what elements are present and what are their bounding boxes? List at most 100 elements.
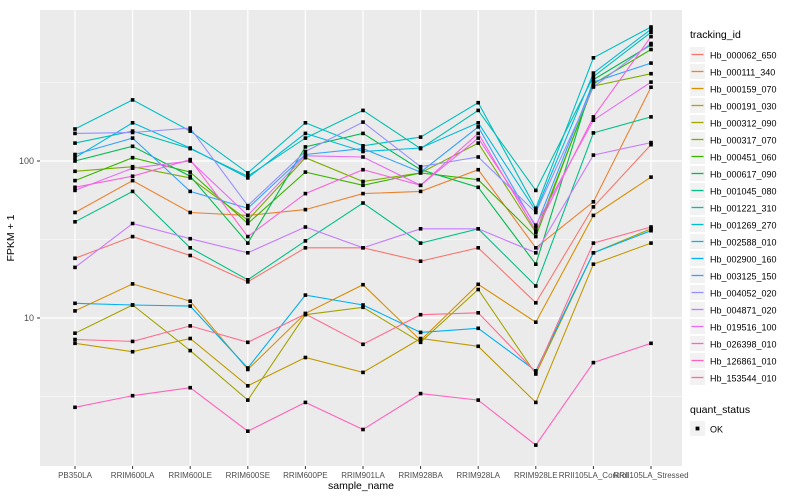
data-point	[361, 167, 365, 172]
data-point	[246, 280, 250, 284]
data-point	[591, 251, 596, 255]
data-point	[649, 228, 653, 233]
data-point	[534, 262, 538, 266]
legend-label: Hb_000062_650	[710, 51, 777, 61]
data-point	[303, 207, 308, 212]
data-point	[476, 344, 480, 349]
data-point	[418, 146, 423, 150]
legend-entry: Hb_004871_020	[690, 302, 777, 317]
data-point	[73, 155, 77, 160]
y-tick-label: 10	[24, 313, 34, 323]
data-point	[476, 131, 480, 136]
y-tick-label: 100	[19, 156, 34, 166]
data-point	[534, 206, 538, 211]
data-point	[534, 400, 538, 405]
legend-label: Hb_026398_010	[710, 340, 777, 350]
data-point	[476, 282, 480, 287]
data-point	[188, 170, 192, 174]
data-point	[246, 203, 250, 208]
data-point	[591, 205, 596, 209]
data-point	[246, 384, 250, 388]
data-point	[361, 342, 365, 347]
legend-label: Hb_000191_030	[710, 102, 777, 112]
data-point	[246, 171, 250, 175]
legend-entry: Hb_003125_150	[690, 268, 777, 283]
legend-label: Hb_019516_100	[710, 323, 777, 333]
data-point	[130, 282, 135, 286]
data-point	[418, 227, 423, 231]
data-point	[361, 146, 365, 151]
legend-title-quant-status: quant_status	[690, 404, 750, 416]
data-point	[534, 284, 538, 288]
data-point	[188, 385, 192, 390]
data-point	[130, 166, 135, 170]
data-point	[476, 177, 480, 182]
data-point	[476, 246, 480, 250]
data-point	[418, 338, 423, 343]
legend-entry: Hb_000312_090	[690, 115, 777, 130]
data-point	[130, 393, 135, 398]
data-point	[303, 155, 308, 160]
data-point	[303, 145, 308, 149]
data-point	[73, 341, 77, 346]
data-point	[649, 142, 653, 147]
legend-entry: Hb_002900_160	[690, 251, 777, 266]
data-point	[73, 337, 77, 342]
data-point	[649, 47, 653, 52]
legend-label: Hb_003125_150	[710, 272, 777, 282]
data-point	[246, 206, 250, 211]
legend-entry: Hb_126861_010	[690, 353, 777, 368]
data-point	[130, 98, 135, 102]
data-point	[303, 131, 308, 136]
data-point	[73, 152, 77, 157]
data-point	[361, 144, 365, 148]
data-point	[476, 100, 480, 105]
data-point	[649, 175, 653, 179]
data-point	[246, 221, 250, 226]
data-point	[73, 265, 77, 270]
data-point	[591, 118, 596, 122]
legend-label: Hb_001045_080	[710, 187, 777, 197]
data-point	[476, 185, 480, 190]
data-point	[649, 27, 653, 32]
data-point	[591, 56, 596, 60]
data-point	[534, 251, 538, 255]
data-point	[73, 220, 77, 224]
data-point	[591, 131, 596, 135]
data-point	[649, 225, 653, 229]
data-point	[534, 443, 538, 447]
data-point	[130, 121, 135, 125]
data-point	[534, 188, 538, 193]
data-point	[303, 246, 308, 250]
data-point	[303, 239, 308, 243]
data-point	[361, 246, 365, 250]
data-point	[303, 293, 308, 297]
data-point	[188, 246, 192, 250]
legend-entry: Hb_002588_010	[690, 234, 777, 249]
data-point	[649, 80, 653, 84]
legend-entry: Hb_000317_070	[690, 132, 777, 147]
data-point	[73, 309, 77, 313]
data-point	[418, 164, 423, 169]
legend-entry: Hb_000617_090	[690, 166, 777, 181]
data-point	[130, 234, 135, 239]
data-point	[130, 339, 135, 344]
data-point	[303, 191, 308, 196]
data-point	[649, 25, 653, 29]
data-point	[73, 127, 77, 131]
legend-entry: OK	[690, 421, 723, 436]
data-point	[418, 259, 423, 263]
x-tick-label: RRIM928LA	[456, 471, 500, 480]
data-point	[591, 74, 596, 79]
legend-entry: Hb_000111_340	[690, 64, 775, 79]
data-point	[188, 324, 192, 328]
data-point	[418, 340, 423, 345]
data-point	[649, 71, 653, 76]
data-point	[649, 115, 653, 119]
data-point	[476, 155, 480, 159]
legend-label: Hb_000451_060	[710, 153, 777, 163]
data-point	[534, 234, 538, 239]
data-point	[130, 130, 135, 135]
x-tick-label: RRII105LA_Control	[559, 471, 629, 480]
legend-label: Hb_000111_340	[710, 68, 775, 78]
